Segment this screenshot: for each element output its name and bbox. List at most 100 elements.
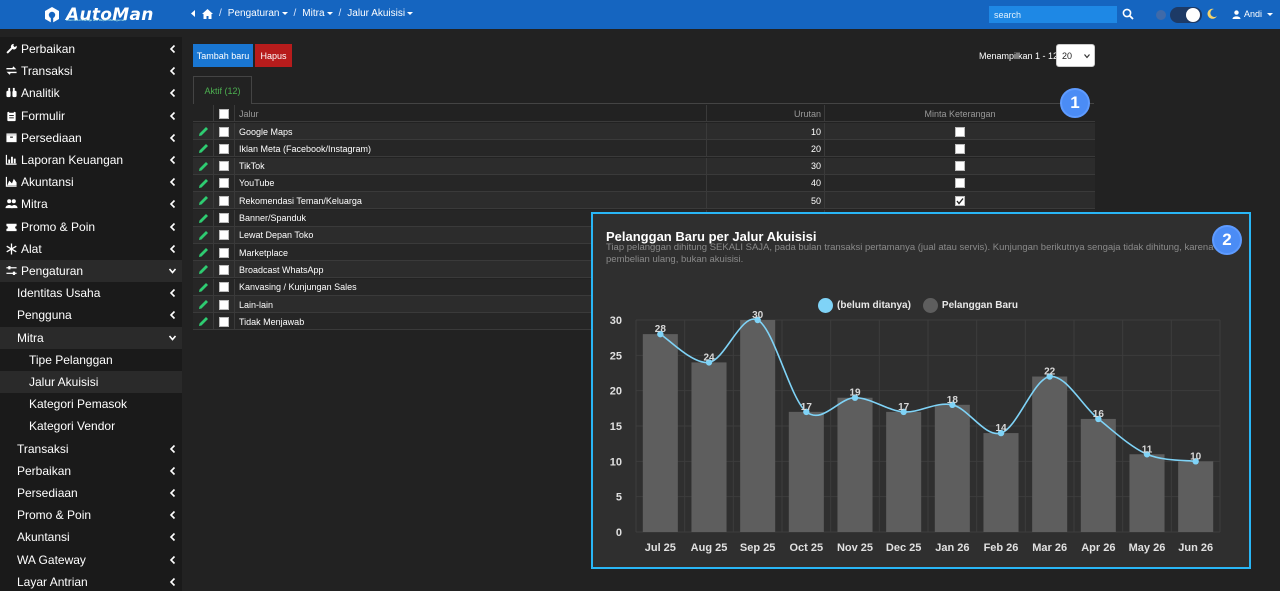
row-checkbox[interactable]: [219, 143, 229, 154]
table-row[interactable]: TikTok 30: [193, 157, 1095, 175]
data-label: 30: [752, 310, 764, 321]
row-checkbox[interactable]: [219, 161, 229, 172]
keterangan-checkbox[interactable]: [955, 178, 965, 189]
pencil-icon[interactable]: [198, 247, 209, 258]
cell-minta-keterangan: [825, 158, 1095, 175]
chevron-left-icon: [169, 178, 176, 187]
pencil-icon[interactable]: [198, 195, 209, 206]
sidebar-item-promo-poin[interactable]: Promo & Poin: [0, 216, 182, 238]
keterangan-checkbox[interactable]: [955, 143, 965, 154]
legend-item-line[interactable]: (belum ditanya): [818, 298, 911, 313]
y-tick-label: 10: [610, 456, 622, 468]
sidebar-item-pengguna[interactable]: Pengguna: [0, 304, 182, 326]
breadcrumb-pengaturan[interactable]: Pengaturan: [228, 8, 288, 19]
table-row[interactable]: Rekomendasi Teman/Keluarga 50: [193, 192, 1095, 210]
pencil-icon[interactable]: [198, 316, 209, 327]
sidebar-item-persediaan[interactable]: Persediaan: [0, 482, 182, 504]
edit-cell: [193, 244, 214, 262]
user-icon: [1232, 9, 1241, 19]
sidebar-item-kategori-vendor[interactable]: Kategori Vendor: [0, 415, 182, 437]
header-urutan[interactable]: Urutan: [707, 105, 825, 122]
sidebar-item-layar-antrian[interactable]: Layar Antrian: [0, 571, 182, 591]
row-checkbox[interactable]: [219, 299, 229, 310]
sidebar-item-mitra[interactable]: Mitra: [0, 326, 182, 349]
edit-cell: [193, 296, 214, 313]
table-row[interactable]: Iklan Meta (Facebook/Instagram) 20: [193, 140, 1095, 158]
keterangan-checkbox[interactable]: [955, 195, 965, 206]
table-row[interactable]: Google Maps 10: [193, 123, 1095, 140]
sidebar-item-identitas-usaha[interactable]: Identitas Usaha: [0, 282, 182, 304]
data-label: 17: [801, 402, 813, 413]
pencil-icon[interactable]: [198, 178, 209, 189]
sidebar-item-laporan-keuangan[interactable]: Laporan Keuangan: [0, 149, 182, 171]
sidebar-item-perbaikan[interactable]: Perbaikan: [0, 38, 182, 60]
y-tick-label: 0: [616, 527, 622, 539]
pencil-icon[interactable]: [198, 213, 209, 224]
sidebar-item-perbaikan[interactable]: Perbaikan: [0, 460, 182, 482]
search-input[interactable]: [989, 6, 1117, 23]
bar-feb-26: [983, 433, 1019, 532]
delete-button[interactable]: Hapus: [255, 44, 292, 67]
edit-cell: [193, 261, 214, 279]
sun-icon: [1156, 10, 1166, 20]
sidebar-item-formulir[interactable]: Formulir: [0, 105, 182, 127]
sidebar-item-pengaturan[interactable]: Pengaturan: [0, 260, 182, 282]
legend-item-bar[interactable]: Pelanggan Baru: [922, 298, 1018, 313]
cell-urutan: 10: [707, 123, 825, 140]
header-minta-keterangan[interactable]: Minta Keterangan: [924, 108, 996, 119]
keterangan-checkbox[interactable]: [955, 126, 965, 137]
row-checkbox[interactable]: [219, 126, 229, 137]
sidebar-item-mitra[interactable]: Mitra: [0, 193, 182, 215]
x-tick-label: Dec 25: [886, 542, 921, 554]
pencil-icon[interactable]: [198, 282, 209, 293]
pencil-icon[interactable]: [198, 230, 209, 241]
sidebar-item-tipe-pelanggan[interactable]: Tipe Pelanggan: [0, 349, 182, 371]
row-checkbox[interactable]: [219, 230, 229, 241]
keterangan-checkbox[interactable]: [955, 161, 965, 172]
breadcrumb-jalur-akuisisi[interactable]: Jalur Akuisisi: [347, 8, 414, 19]
table-row[interactable]: YouTube 40: [193, 174, 1095, 192]
sidebar-item-transaksi[interactable]: Transaksi: [0, 438, 182, 460]
breadcrumb-mitra[interactable]: Mitra: [302, 8, 333, 19]
add-new-button[interactable]: Tambah baru: [193, 44, 253, 67]
sidebar-item-analitik[interactable]: Analitik: [0, 82, 182, 104]
row-checkbox[interactable]: [219, 195, 229, 206]
bar-jan-26: [934, 404, 970, 532]
data-label: 11: [1142, 444, 1153, 455]
back-arrow-icon[interactable]: [190, 9, 196, 18]
row-checkbox[interactable]: [219, 247, 229, 258]
row-checkbox[interactable]: [219, 178, 229, 189]
chart-panel: Pelanggan Baru per Jalur Akuisisi Tiap p…: [591, 212, 1251, 569]
sidebar-item-akuntansi[interactable]: Akuntansi: [0, 171, 182, 193]
cell-minta-keterangan: [825, 140, 1095, 157]
tab-aktif[interactable]: Aktif (12): [193, 76, 252, 104]
page-size-select[interactable]: 20: [1056, 44, 1095, 67]
sidebar-item-persediaan[interactable]: Persediaan: [0, 127, 182, 149]
header-jalur[interactable]: Jalur: [235, 105, 707, 122]
pencil-icon[interactable]: [198, 143, 209, 154]
pencil-icon[interactable]: [198, 126, 209, 137]
pencil-icon[interactable]: [198, 161, 209, 172]
row-checkbox[interactable]: [219, 264, 229, 275]
search-icon[interactable]: [1122, 8, 1134, 20]
user-menu[interactable]: Andi: [1232, 9, 1274, 19]
select-all-checkbox[interactable]: [219, 108, 229, 119]
bar-sep-25: [740, 320, 776, 532]
pencil-icon[interactable]: [198, 299, 209, 310]
sidebar-item-alat[interactable]: Alat: [0, 238, 182, 260]
sidebar-item-transaksi[interactable]: Transaksi: [0, 60, 182, 82]
sidebar-item-promo-poin[interactable]: Promo & Poin: [0, 504, 182, 526]
sidebar-item-kategori-pemasok[interactable]: Kategori Pemasok: [0, 393, 182, 415]
sidebar-item-akuntansi[interactable]: Akuntansi: [0, 526, 182, 548]
app-logo[interactable]: AutoMan: [44, 4, 154, 25]
sidebar-item-wa-gateway[interactable]: WA Gateway: [0, 549, 182, 571]
chart-plot: 0 5 10 15 20 25 30 Jul 25 Aug 25 Sep 25 Oct 25 Nov …: [610, 310, 1221, 554]
home-icon[interactable]: [202, 8, 213, 19]
cell-jalur: YouTube: [235, 174, 707, 192]
pencil-icon[interactable]: [198, 264, 209, 275]
sidebar-item-jalur-akuisisi[interactable]: Jalur Akuisisi: [0, 371, 182, 393]
caret-down-icon: [281, 11, 288, 15]
row-checkbox[interactable]: [219, 213, 229, 223]
row-checkbox[interactable]: [219, 282, 229, 293]
row-checkbox[interactable]: [219, 316, 229, 327]
